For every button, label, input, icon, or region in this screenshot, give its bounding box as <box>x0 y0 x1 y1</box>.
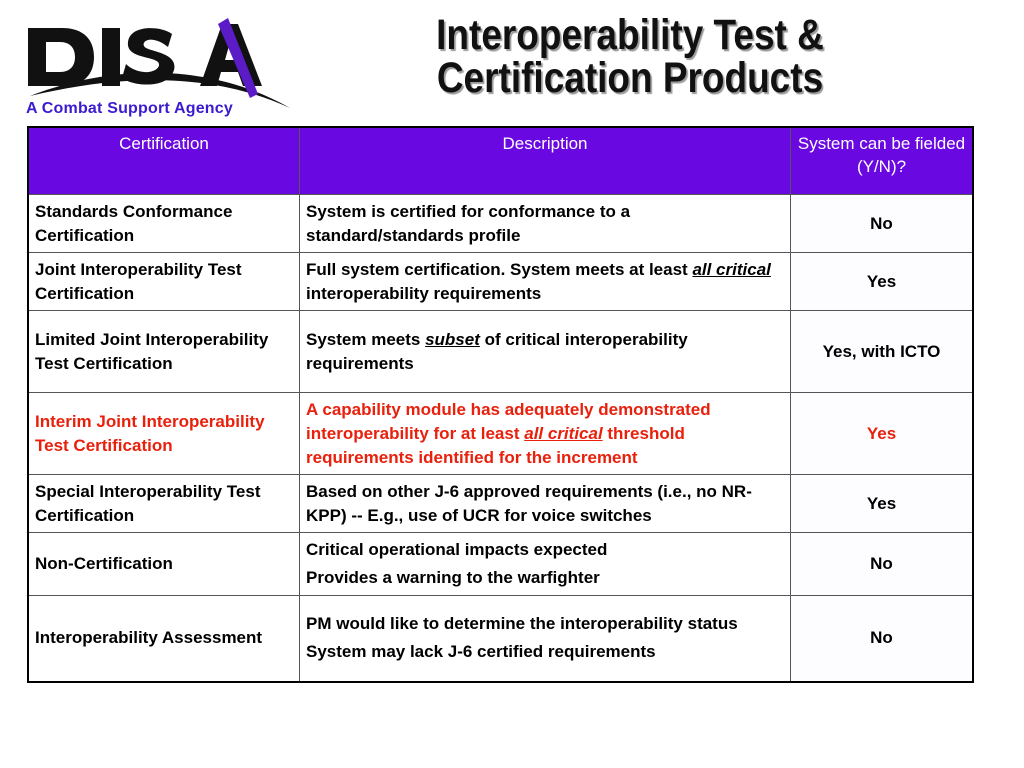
cell-fielded: Yes <box>790 392 974 475</box>
title-line-2: Certification Products <box>436 54 824 102</box>
agency-tagline: A Combat Support Agency <box>26 100 233 117</box>
disa-logo-graphic <box>28 18 290 108</box>
cell-certification: Interoperability Assessment <box>27 595 300 682</box>
table-row: Special Interoperability Test Certificat… <box>27 474 974 533</box>
table-header-row: Certification Description System can be … <box>27 126 974 195</box>
table-row: Non-Certification Critical operational i… <box>27 532 974 596</box>
cell-certification: Special Interoperability Test Certificat… <box>27 474 300 533</box>
cell-fielded: Yes <box>790 252 974 311</box>
header-description: Description <box>299 126 791 195</box>
cell-certification: Limited Joint Interoperability Test Cert… <box>27 310 300 393</box>
cell-certification: Interim Joint Interoperability Test Cert… <box>27 392 300 475</box>
cell-description: System meets subset of critical interope… <box>299 310 791 393</box>
cell-fielded: No <box>790 532 974 596</box>
cell-fielded: No <box>790 595 974 682</box>
cell-fielded: Yes <box>790 474 974 533</box>
cell-fielded: No <box>790 194 974 253</box>
description-text: of critical interoperability requirement… <box>306 329 688 373</box>
description-text: System meets <box>306 329 426 349</box>
cell-certification: Joint Interoperability Test Certificatio… <box>27 252 300 311</box>
description-text: System may lack J-6 certified requiremen… <box>306 642 656 662</box>
cell-certification: Standards Conformance Certification <box>27 194 300 253</box>
description-text: Critical operational impacts expected <box>306 540 608 559</box>
description-emphasis: all critical <box>524 423 603 443</box>
description-text: Based on other J-6 approved requirements… <box>306 481 752 525</box>
cell-description: Based on other J-6 approved requirements… <box>299 474 791 533</box>
table-row: Interim Joint Interoperability Test Cert… <box>27 392 974 475</box>
table-row: Limited Joint Interoperability Test Cert… <box>27 310 974 393</box>
table-row: Standards Conformance Certification Syst… <box>27 194 974 253</box>
description-text: threshold requirements identified for th… <box>306 423 685 467</box>
description-text: PM would like to determine the interoper… <box>306 614 738 634</box>
cell-description: Critical operational impacts expected Pr… <box>299 532 791 596</box>
cell-description: Full system certification. System meets … <box>299 252 791 311</box>
header-certification: Certification <box>27 126 300 195</box>
description-emphasis: subset <box>425 329 480 349</box>
table-row: Interoperability Assessment PM would lik… <box>27 595 974 682</box>
description-text: A capability module has adequately demon… <box>306 399 711 443</box>
table-row: Joint Interoperability Test Certificatio… <box>27 252 974 311</box>
header-fielded: System can be fielded (Y/N)? <box>790 126 974 195</box>
description-emphasis: all critical <box>692 259 771 279</box>
certification-table: Certification Description System can be … <box>27 126 974 683</box>
description-text: Provides a warning to the warfighter <box>306 568 600 587</box>
description-text: System is certified for conformance to a… <box>306 201 631 245</box>
cell-description: PM would like to determine the interoper… <box>299 595 791 682</box>
title-line-1: Interoperability Test & <box>436 11 824 59</box>
page-title: Interoperability Test & Certification Pr… <box>372 14 888 100</box>
cell-fielded: Yes, with ICTO <box>790 310 974 393</box>
cell-description: System is certified for conformance to a… <box>299 194 791 253</box>
cell-certification: Non-Certification <box>27 532 300 596</box>
description-text: interoperability requirements <box>306 283 542 303</box>
cell-description: A capability module has adequately demon… <box>299 392 791 475</box>
disa-logo: DISA <box>22 10 292 120</box>
description-text: Full system certification. System meets … <box>306 259 693 279</box>
